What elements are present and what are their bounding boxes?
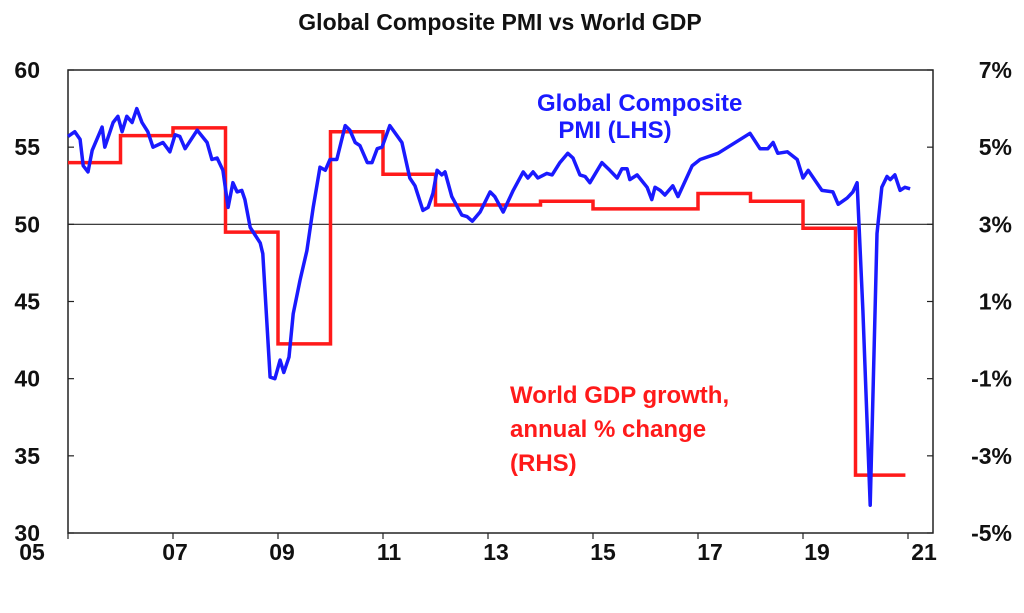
left-tick-label: 40	[14, 366, 40, 392]
right-tick-label: 5%	[979, 134, 1012, 160]
x-tick-label: 21	[911, 539, 937, 565]
right-tick-label: -3%	[971, 443, 1012, 469]
x-axis: 05 07 09 11 13 15 17 19 21	[19, 533, 937, 565]
left-tick-label: 60	[14, 57, 40, 83]
x-tick-label: 07	[162, 539, 188, 565]
x-tick-label: 11	[377, 539, 402, 565]
x-tick-label: 13	[483, 539, 509, 565]
x-tick-label: 19	[804, 539, 830, 565]
gdp-series-label: World GDP growth, annual % change (RHS)	[510, 382, 736, 477]
left-tick-label: 55	[14, 134, 40, 160]
left-tick-label: 35	[14, 443, 40, 469]
x-tick-label: 05	[19, 539, 45, 565]
gdp-label-line-2: annual % change	[510, 416, 706, 443]
series-world-gdp-line	[68, 126, 906, 477]
left-tick-label: 50	[14, 211, 40, 237]
left-tick-label: 45	[14, 289, 40, 315]
gdp-label-line-1: World GDP growth,	[510, 382, 729, 409]
right-tick-label: -5%	[971, 520, 1012, 546]
right-tick-label: 3%	[979, 211, 1012, 237]
right-tick-label: 7%	[979, 57, 1012, 83]
right-axis: -5% -3% -1% 1% 3% 5% 7%	[927, 57, 1012, 546]
left-tick-label: 30	[14, 520, 40, 546]
right-tick-label: -1%	[971, 366, 1012, 392]
pmi-series-label: Global Composite PMI (LHS)	[537, 90, 749, 144]
x-tick-label: 09	[269, 539, 295, 565]
x-tick-label: 15	[590, 539, 616, 565]
gdp-label-line-3: (RHS)	[510, 450, 577, 477]
plot-area	[67, 69, 934, 534]
series-pmi-line	[67, 106, 911, 507]
left-axis: 30 35 40 45 50 55 60	[14, 57, 74, 546]
pmi-label-line-2: PMI (LHS)	[558, 117, 671, 144]
pmi-label-line-1: Global Composite	[537, 90, 742, 117]
chart-title: Global Composite PMI vs World GDP	[298, 9, 701, 35]
x-tick-label: 17	[697, 539, 723, 565]
right-tick-label: 1%	[979, 289, 1012, 315]
